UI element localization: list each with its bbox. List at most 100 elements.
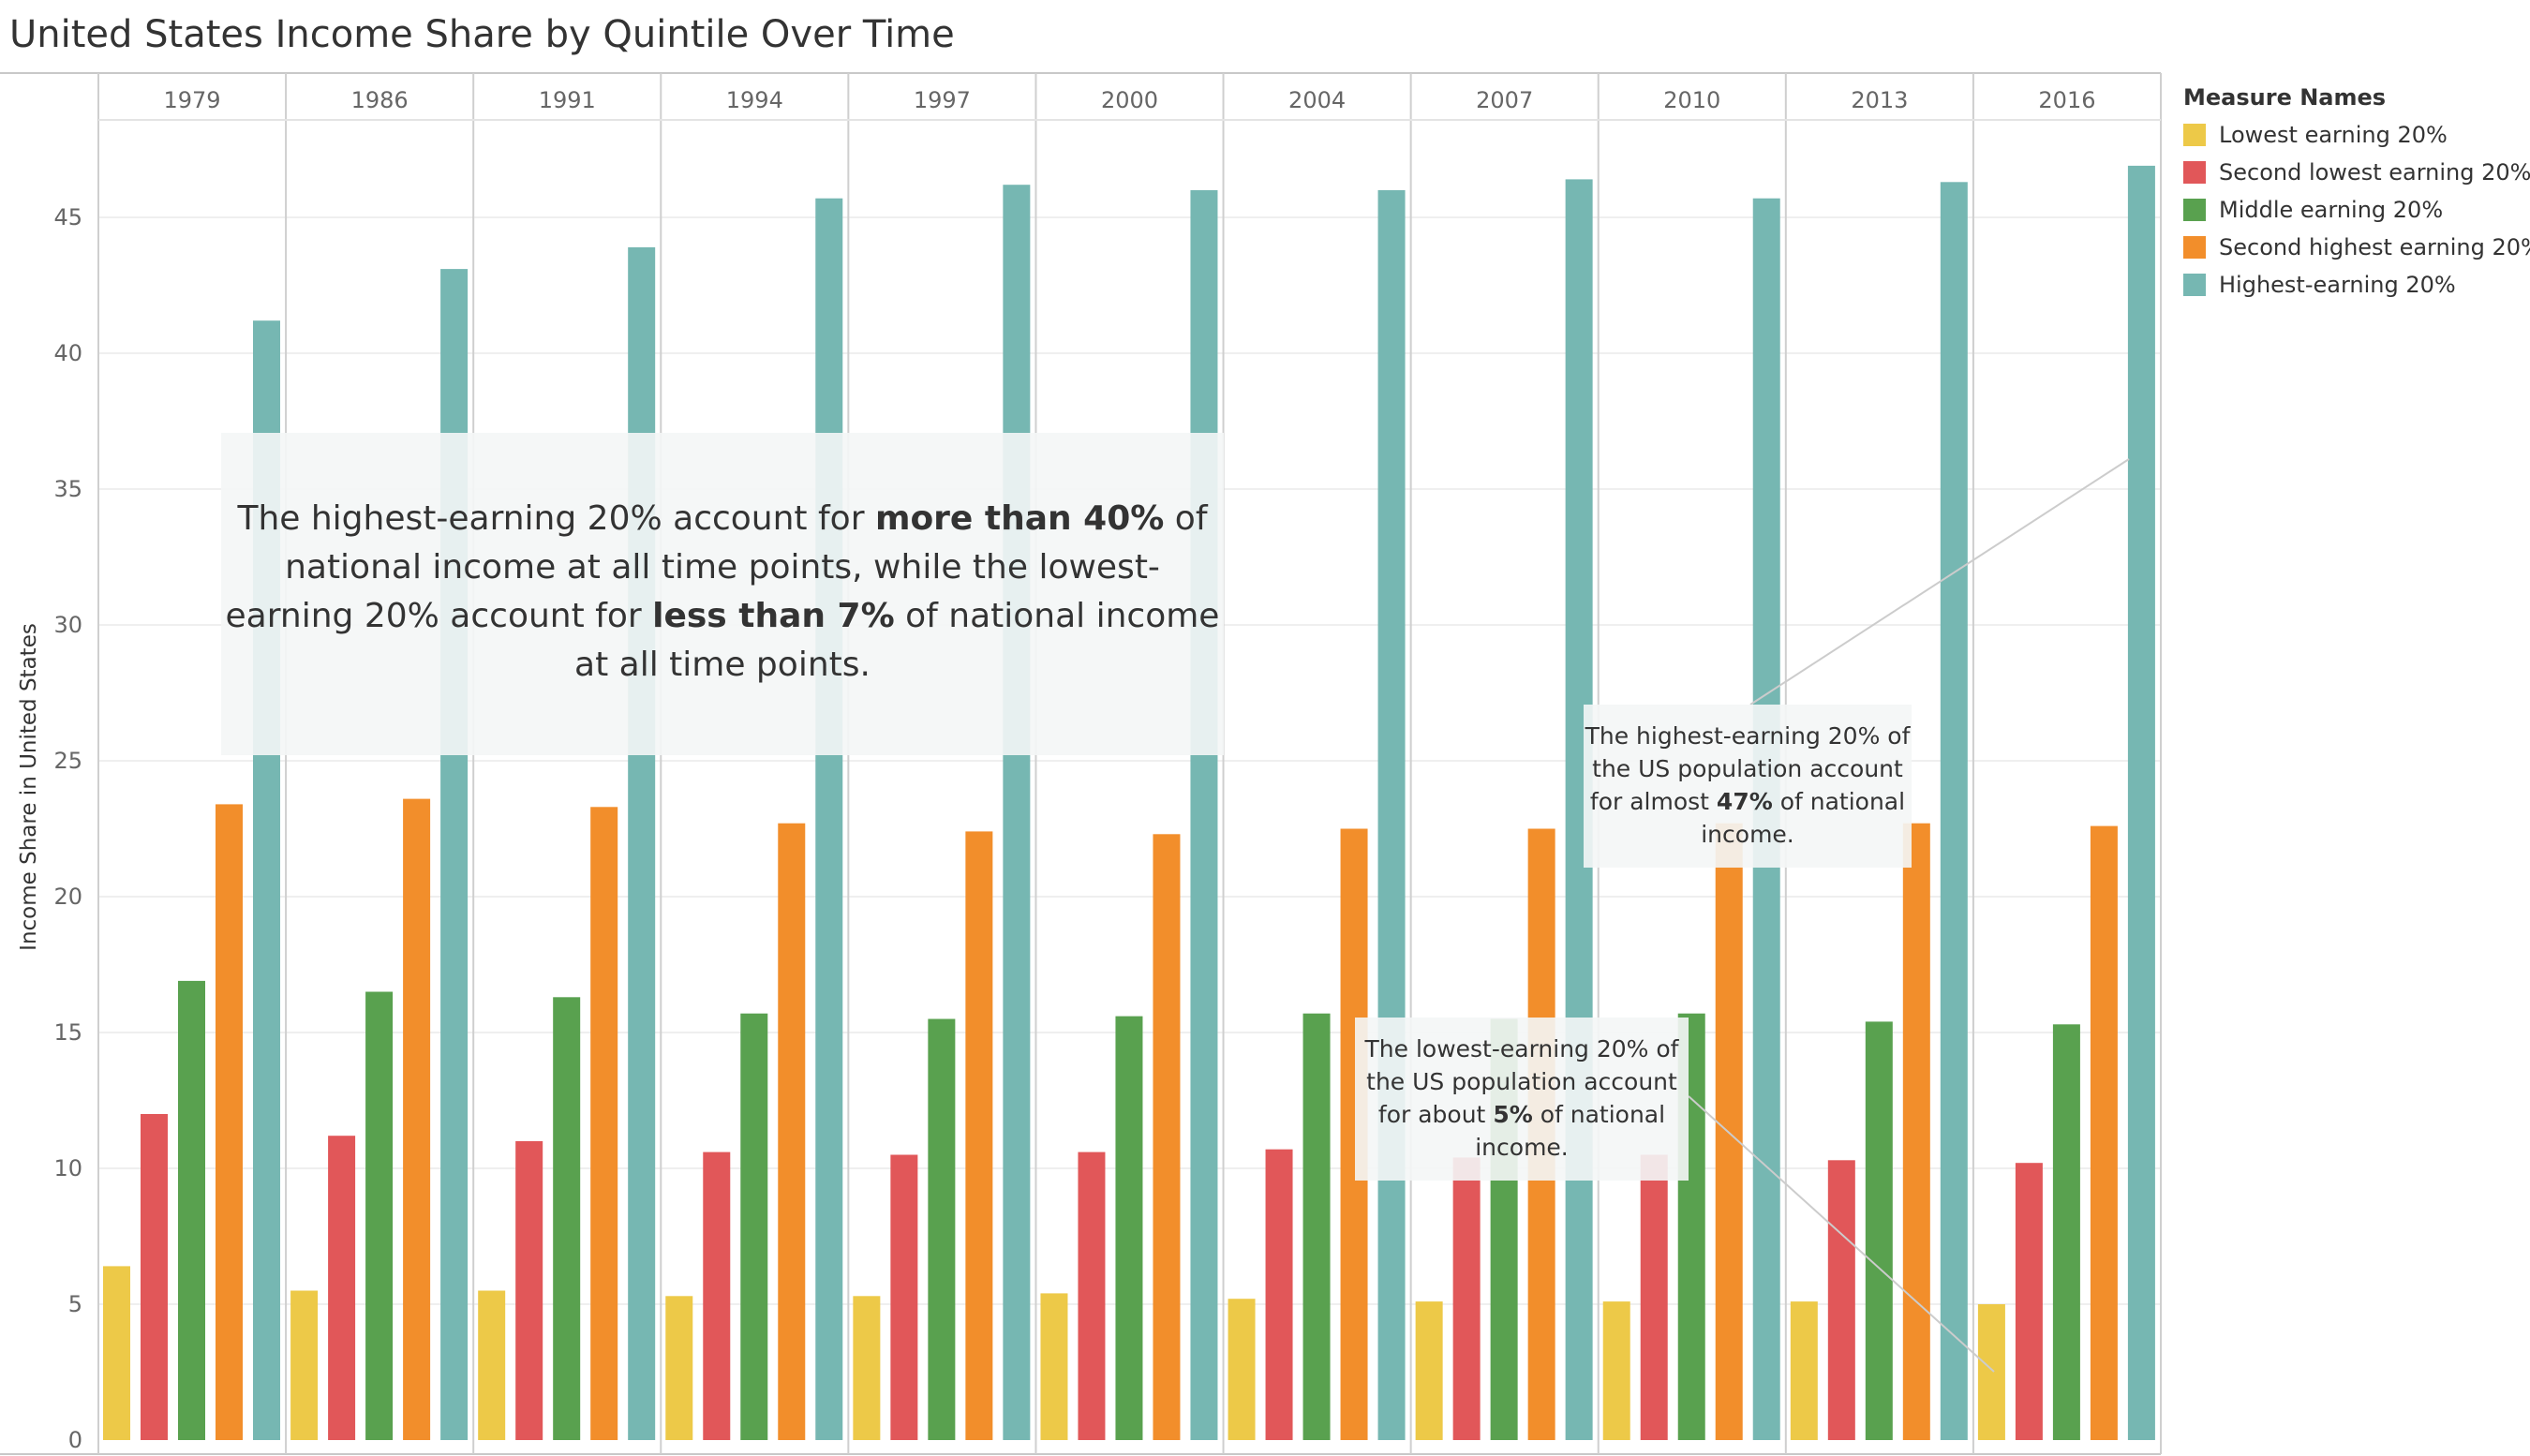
bar [1902,823,1930,1440]
legend-label: Lowest earning 20% [2219,122,2448,148]
legend-item: Lowest earning 20% [2183,116,2530,154]
bar [965,831,993,1440]
legend: Measure Names Lowest earning 20% Second l… [2183,84,2530,304]
bar [478,1290,506,1440]
y-tick-label: 25 [53,748,82,774]
bar [853,1296,881,1440]
bar [1003,185,1031,1441]
bar [1078,1151,1106,1440]
bar [2052,1024,2080,1440]
bar [1452,1157,1481,1440]
bar [2127,165,2155,1440]
bar [590,807,618,1440]
legend-item: Second lowest earning 20% [2183,154,2530,191]
annotation-lowest-text-1: The lowest-earning 20% of the US populat… [1364,1035,1679,1128]
bar [778,823,806,1440]
legend-swatch [2183,161,2206,184]
x-category-label: 2013 [1851,87,1908,113]
legend-label: Second highest earning 20% [2219,234,2530,260]
bar [290,1290,319,1440]
annotation-main-text-1: The highest-earning 20% account for [237,499,875,538]
annotation-main-bold-1: more than 40% [874,499,1165,538]
bar [1228,1299,1256,1440]
bar [1190,190,1218,1440]
y-tick-label: 45 [53,204,82,230]
y-tick-label: 20 [53,884,82,910]
annotation-main-bold-2: less than 7% [652,597,895,635]
annotation-main-text-3: of national income at all time points. [574,597,1220,684]
y-tick-label: 10 [53,1155,82,1181]
x-category-label: 1991 [539,87,596,113]
bar [890,1154,918,1440]
bar [141,1114,168,1440]
bar [1790,1301,1818,1440]
chart-title: United States Income Share by Quintile O… [9,13,955,56]
x-category-label: 1979 [164,87,221,113]
legend-swatch [2183,124,2206,146]
x-category-label: 2016 [2038,87,2095,113]
x-category-label: 2004 [1288,87,1346,113]
y-tick-label: 40 [53,340,82,366]
legend-swatch [2183,236,2206,259]
bar [365,991,394,1440]
annotation-highest-leader [1749,458,2130,706]
bar [553,997,581,1440]
x-category-label: 1994 [726,87,783,113]
legend-label: Highest-earning 20% [2219,272,2456,298]
y-tick-label: 5 [68,1291,82,1317]
annotation-main: The highest-earning 20% account for more… [221,433,1224,755]
x-category-label: 1997 [914,87,971,113]
bar [1865,1021,1893,1440]
bar [2090,825,2118,1440]
legend-title: Measure Names [2183,84,2387,111]
bar [403,798,431,1440]
y-axis-title: Income Share in United States [17,623,41,951]
annotation-lowest: The lowest-earning 20% of the US populat… [1355,1018,1689,1181]
legend-item: Second highest earning 20% [2183,229,2530,266]
bar [928,1018,956,1440]
legend-label: Second lowest earning 20% [2219,159,2530,186]
bar [1415,1301,1443,1440]
annotation-highest-bold: 47% [1716,788,1773,815]
bar [1377,190,1406,1440]
y-tick-label: 15 [53,1019,82,1046]
annotation-lowest-leader [1688,1095,1995,1373]
bar [2015,1163,2043,1440]
bar [1977,1304,2005,1440]
annotation-main-text-2: of national income at all time points, w… [225,499,1208,635]
y-tick-label: 30 [53,612,82,638]
annotation-lowest-text-2: of national income. [1475,1101,1666,1161]
x-category-label: 1986 [351,87,409,113]
bar [1640,1154,1668,1440]
x-category-label: 2010 [1663,87,1720,113]
bar [1115,1016,1143,1440]
x-category-label: 2007 [1476,87,1533,113]
bar [740,1013,768,1440]
legend-item: Highest-earning 20% [2183,266,2530,304]
bar [328,1136,356,1440]
legend-swatch [2183,274,2206,296]
bar [178,980,205,1440]
bar [515,1141,543,1440]
y-tick-label: 35 [53,476,82,502]
annotation-lowest-bold: 5% [1493,1101,1533,1128]
bar [1265,1149,1293,1440]
bar [103,1266,130,1440]
legend-swatch [2183,199,2206,221]
bar [1827,1160,1855,1440]
bar [1302,1013,1331,1440]
legend-label: Middle earning 20% [2219,197,2444,223]
bar [665,1296,693,1440]
bar [1602,1301,1630,1440]
bar [703,1151,731,1440]
bar [216,804,243,1440]
bar [628,246,656,1440]
bar [1153,834,1181,1440]
annotation-highest: The highest-earning 20% of the US popula… [1584,705,1912,868]
bar [1040,1293,1068,1440]
legend-item: Middle earning 20% [2183,191,2530,229]
bar [1940,182,1968,1440]
x-category-label: 2000 [1101,87,1158,113]
annotation-highest-text-1: The highest-earning 20% of the US popula… [1585,722,1911,815]
bar [815,198,843,1441]
